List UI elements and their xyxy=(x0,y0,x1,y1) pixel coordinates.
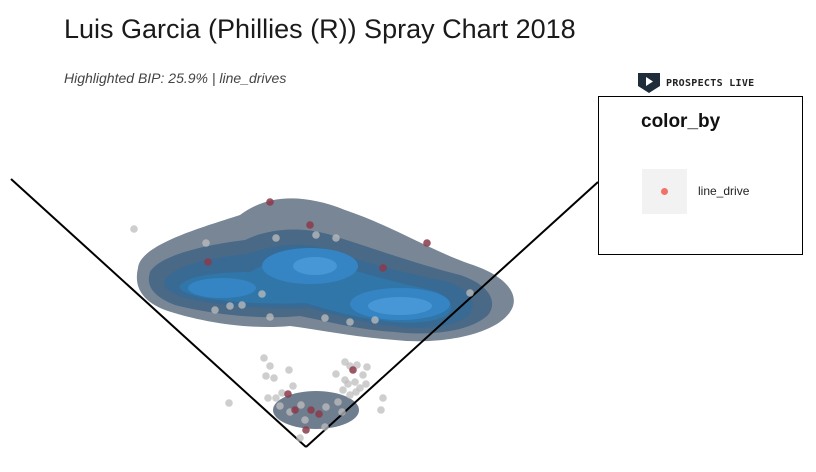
brand-logo: PROSPECTS LIVE xyxy=(637,72,755,94)
density-contours xyxy=(136,198,514,429)
point-other-28 xyxy=(322,403,330,411)
point-other-47 xyxy=(377,406,385,414)
point-line-drive-10 xyxy=(291,406,299,414)
point-line-drive-1 xyxy=(306,221,314,229)
point-other-24 xyxy=(276,402,284,410)
point-other-0 xyxy=(130,225,138,233)
point-other-29 xyxy=(334,398,342,406)
point-other-4 xyxy=(332,234,340,242)
point-other-26 xyxy=(297,401,305,409)
point-other-6 xyxy=(211,306,219,314)
point-other-1 xyxy=(202,239,210,247)
chart-title: Luis Garcia (Phillies (R)) Spray Chart 2… xyxy=(64,14,576,44)
point-other-8 xyxy=(266,313,274,321)
brand-name: PROSPECTS LIVE xyxy=(666,77,755,89)
point-other-11 xyxy=(371,316,379,324)
foul-lines xyxy=(10,178,599,448)
point-other-45 xyxy=(352,388,360,396)
density-peak-left xyxy=(188,278,256,298)
density-peak-center-core xyxy=(293,257,337,275)
point-other-46 xyxy=(379,394,387,402)
batted-ball-points xyxy=(130,198,474,442)
point-other-15 xyxy=(266,362,274,370)
point-other-21 xyxy=(264,394,272,402)
point-line-drive-0 xyxy=(266,198,274,206)
point-other-43 xyxy=(339,386,347,394)
point-other-17 xyxy=(270,374,278,382)
point-other-35 xyxy=(332,370,340,378)
point-other-44 xyxy=(346,391,354,399)
point-other-19 xyxy=(289,382,297,390)
legend-dot-line-drive xyxy=(661,188,668,195)
point-other-42 xyxy=(363,363,371,371)
point-line-drive-5 xyxy=(349,366,357,374)
point-other-30 xyxy=(338,408,346,416)
point-line-drive-7 xyxy=(315,410,323,418)
point-other-41 xyxy=(359,371,367,379)
legend-key xyxy=(642,169,687,214)
point-other-48 xyxy=(321,423,329,431)
point-other-3 xyxy=(312,231,320,239)
foul-line-left xyxy=(10,178,307,448)
point-line-drive-4 xyxy=(379,264,387,272)
point-other-22 xyxy=(272,394,280,402)
point-other-31 xyxy=(296,434,304,442)
foul-line-right xyxy=(305,181,599,448)
point-other-16 xyxy=(262,372,270,380)
point-line-drive-6 xyxy=(307,406,315,414)
point-other-9 xyxy=(321,314,329,322)
point-other-40 xyxy=(362,380,370,388)
point-other-18 xyxy=(285,366,293,374)
legend: color_by line_drive xyxy=(598,96,803,255)
point-other-2 xyxy=(272,234,280,242)
play-shield-icon xyxy=(638,73,660,93)
density-peak-right-core xyxy=(368,297,432,315)
point-line-drive-3 xyxy=(204,258,212,266)
point-other-27 xyxy=(301,416,309,424)
point-other-10 xyxy=(346,318,354,326)
point-other-5 xyxy=(226,302,234,310)
point-other-20 xyxy=(278,389,286,397)
chart-subtitle: Highlighted BIP: 25.9% | line_drives xyxy=(64,70,287,86)
point-other-38 xyxy=(351,378,359,386)
point-line-drive-9 xyxy=(302,426,310,434)
legend-title: color_by xyxy=(641,111,721,132)
point-other-37 xyxy=(344,380,352,388)
point-other-12 xyxy=(466,289,474,297)
point-other-14 xyxy=(260,354,268,362)
legend-label-line-drive: line_drive xyxy=(698,184,750,198)
point-other-13 xyxy=(258,290,266,298)
point-line-drive-2 xyxy=(423,239,431,247)
point-line-drive-8 xyxy=(284,390,292,398)
point-other-23 xyxy=(225,399,233,407)
point-other-7 xyxy=(238,301,246,309)
